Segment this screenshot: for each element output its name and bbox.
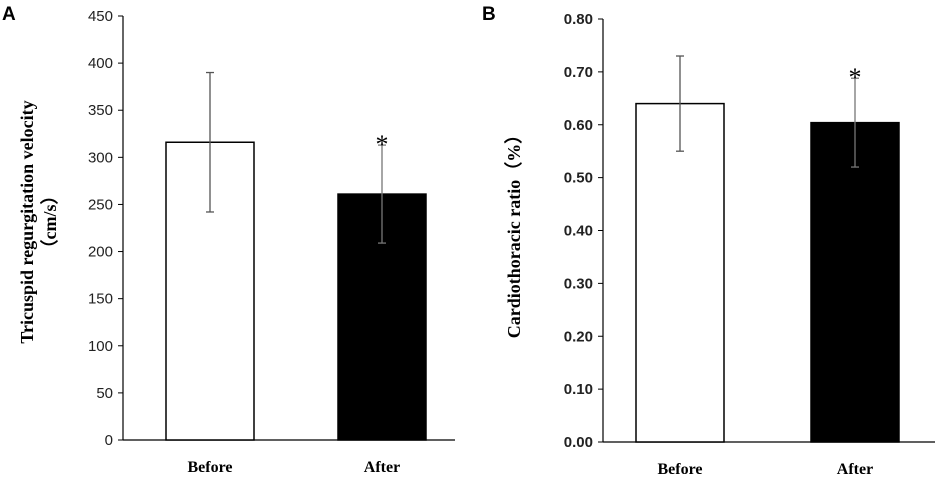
y-tick-label-b: 0.40 xyxy=(564,223,593,240)
y-tick-label-b: 0.30 xyxy=(564,275,593,292)
bar-b-before xyxy=(635,102,725,443)
y-tick-label-a: 200 xyxy=(88,244,113,261)
y-tick-label-b: 0.10 xyxy=(564,381,593,398)
chart-panel-b: B Cardiothoracic ratio（%） 0.00 0.10 0.20 0.… xyxy=(482,4,935,477)
error-bar-a-before xyxy=(206,71,214,213)
y-axis-title-a-line2: （cm/s） xyxy=(40,187,60,258)
y-tick-label-a: 0 xyxy=(105,432,113,449)
y-tick-label-b: 0.00 xyxy=(564,434,593,451)
error-bar-b-before xyxy=(676,55,684,152)
error-bar-b-after xyxy=(851,77,859,168)
y-tick-label-a: 450 xyxy=(88,8,113,25)
y-tick-label-a: 150 xyxy=(88,291,113,308)
y-tick-label-a: 300 xyxy=(88,149,113,166)
x-category-label-a: Before xyxy=(187,459,232,476)
y-tick-label-a: 50 xyxy=(96,385,113,402)
bar-b-after xyxy=(810,121,900,443)
significance-marker-a: * xyxy=(376,130,389,159)
x-category-label-b: After xyxy=(837,461,873,477)
y-tick-label-a: 100 xyxy=(88,338,113,355)
y-axis-title-b: Cardiothoracic ratio（%） xyxy=(504,126,524,338)
y-tick-label-b: 0.70 xyxy=(564,64,593,81)
panel-letter-b: B xyxy=(482,4,496,25)
x-category-label-b: Before xyxy=(657,461,702,477)
chart-panel-a: A Tricuspid regurgitation velocity （cm/s… xyxy=(2,4,455,476)
y-tick-label-b: 0.20 xyxy=(564,328,593,345)
x-category-label-a: After xyxy=(364,459,400,476)
error-bar-a-after xyxy=(378,144,386,244)
y-tick-label-a: 400 xyxy=(88,55,113,72)
y-tick-label-b: 0.80 xyxy=(564,11,593,28)
y-tick-label-a: 350 xyxy=(88,102,113,119)
significance-marker-b: * xyxy=(849,63,862,92)
y-tick-label-b: 0.50 xyxy=(564,170,593,187)
y-axis-title-a-line1: Tricuspid regurgitation velocity xyxy=(17,100,37,343)
y-tick-label-a: 250 xyxy=(88,196,113,213)
panel-letter-a: A xyxy=(2,4,16,25)
y-tick-label-b: 0.60 xyxy=(564,117,593,134)
